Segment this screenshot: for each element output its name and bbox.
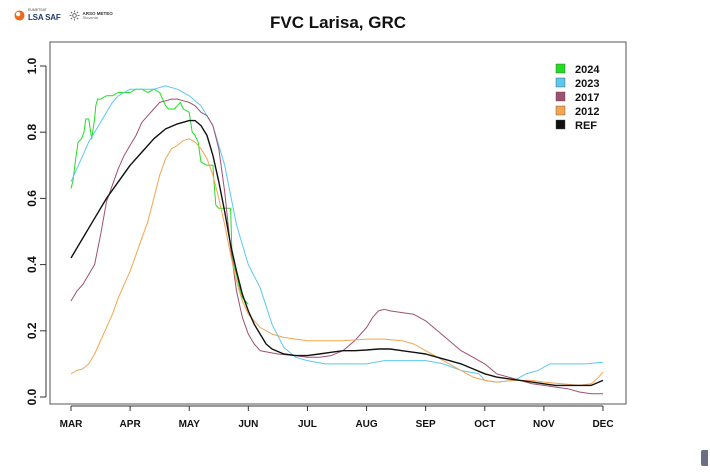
legend: 2024 2023 2017 2012 REF — [555, 63, 600, 132]
x-tick-label: JUL — [298, 419, 317, 430]
legend-label: REF — [575, 120, 597, 132]
x-axis: MAR APR MAY JUN JUL AUG SEP OCT NOV DEC — [60, 405, 614, 430]
legend-swatch — [555, 77, 566, 88]
y-axis: 0.0 0.2 0.4 0.6 0.8 1.0 — [25, 57, 47, 405]
series-line-2017 — [70, 98, 603, 395]
x-tick-label: JUN — [238, 419, 258, 430]
series-line-ref — [70, 119, 604, 387]
x-tick-label: AUG — [355, 419, 377, 430]
x-tick-label: OCT — [474, 419, 495, 430]
arso-sun-icon — [68, 10, 80, 21]
arso-logo-text: ARSO METEO — [82, 10, 113, 16]
x-tick-label: MAR — [60, 419, 84, 430]
lsasaf-logo: EUMETSAT LSA SAF — [14, 8, 61, 22]
plot-frame — [49, 41, 627, 405]
y-tick-label: 0.4 — [25, 256, 39, 273]
scroll-tab-handle[interactable] — [701, 450, 708, 466]
y-tick-label: 1.0 — [25, 57, 39, 74]
arso-logo: ARSO METEO Slovenia — [68, 10, 113, 21]
legend-label: 2017 — [575, 92, 599, 104]
x-tick-label: MAY — [179, 419, 201, 430]
legend-swatch — [555, 105, 566, 116]
y-tick-label: 0.0 — [25, 388, 39, 405]
legend-swatch — [555, 119, 566, 130]
chart-title: FVC Larisa, GRC — [270, 13, 406, 32]
x-tick-label: APR — [120, 419, 142, 430]
legend-label: 2023 — [575, 78, 599, 90]
legend-label: 2012 — [575, 106, 599, 118]
x-tick-label: SEP — [416, 419, 436, 430]
series-line-2012 — [70, 138, 604, 386]
branding-logos: EUMETSAT LSA SAF ARSO METEO Slovenia — [14, 8, 113, 22]
y-tick-label: 0.8 — [25, 124, 39, 141]
series-layer — [70, 85, 604, 395]
x-tick-label: DEC — [592, 419, 613, 430]
lsasaf-logo-text: LSA SAF — [28, 12, 61, 22]
x-tick-label: NOV — [533, 419, 555, 430]
lsasaf-logo-small-text: EUMETSAT — [28, 8, 47, 12]
arso-logo-subtext: Slovenia — [82, 14, 98, 20]
legend-swatch — [555, 91, 566, 102]
lsasaf-logo-icon — [14, 10, 25, 21]
legend-swatch — [555, 63, 566, 74]
y-tick-label: 0.2 — [25, 322, 39, 339]
y-tick-label: 0.6 — [25, 190, 39, 207]
series-line-2023 — [70, 85, 604, 383]
legend-label: 2024 — [575, 64, 600, 76]
